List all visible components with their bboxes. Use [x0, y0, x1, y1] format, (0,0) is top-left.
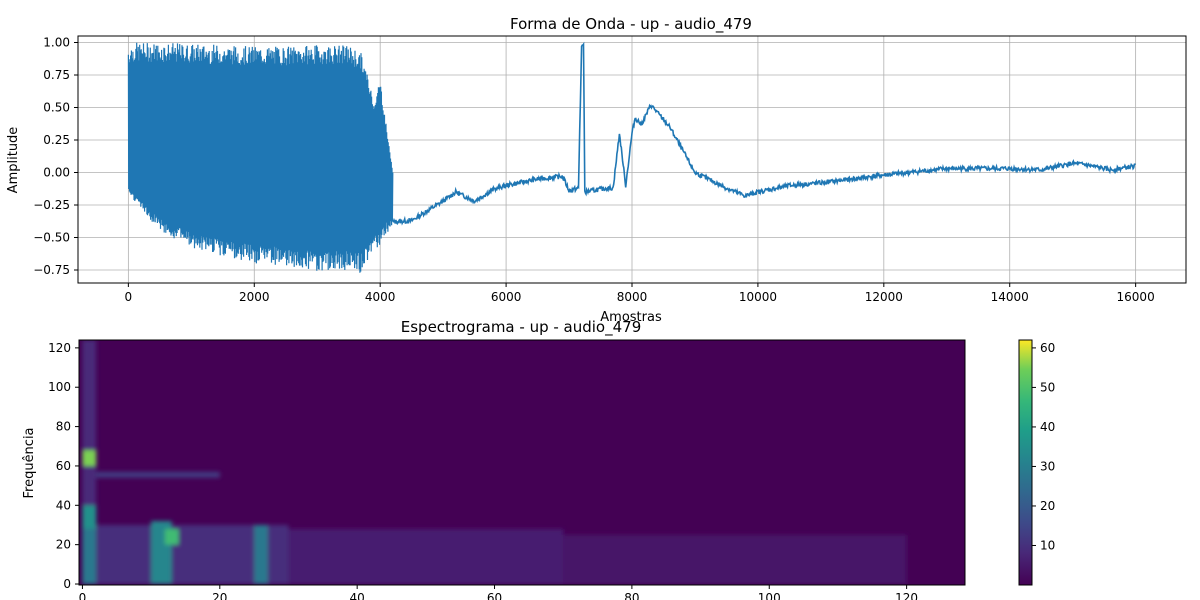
waveform-x-tick-label: 14000	[991, 290, 1029, 304]
colorbar-tick-label: 50	[1040, 380, 1055, 394]
spectrogram-band	[288, 528, 564, 585]
spectrogram-x-tick-label: 80	[624, 591, 639, 600]
spectrogram-panel: Espectrograma - up - audio_479 0	[22, 318, 1055, 600]
colorbar-tick-label: 10	[1040, 538, 1055, 552]
waveform-x-tick-label: 16000	[1117, 290, 1155, 304]
waveform-y-tick-label: −0.25	[33, 198, 70, 212]
spectrogram-x-tick-label: 60	[487, 591, 502, 600]
waveform-x-ticks: 0 2000 4000 6000 8000 10000 12000 14000 16000	[125, 283, 1155, 304]
spectrogram-energy	[82, 340, 907, 585]
spectrogram-y-ticks: 0 20 40 60 80 100 120	[48, 341, 79, 591]
spectrogram-x-tick-label: 120	[895, 591, 918, 600]
spectrogram-title: Espectrograma - up - audio_479	[401, 318, 642, 337]
colorbar-tick-label: 60	[1040, 341, 1055, 355]
waveform-y-tick-label: 0.50	[43, 101, 70, 115]
spectrogram-y-tick-label: 40	[56, 498, 71, 512]
spectrogram-band	[96, 471, 220, 478]
spectrogram-band	[82, 528, 97, 585]
waveform-x-tick-label: 6000	[491, 290, 522, 304]
spectrogram-y-tick-label: 60	[56, 459, 71, 473]
spectrogram-y-tick-label: 80	[56, 420, 71, 434]
waveform-y-tick-label: −0.50	[33, 231, 70, 245]
waveform-y-label: Amplitude	[6, 127, 21, 194]
colorbar-tick-label: 30	[1040, 459, 1055, 473]
waveform-x-tick-label: 0	[125, 290, 133, 304]
waveform-y-tick-label: 0.00	[43, 166, 70, 180]
waveform-y-tick-label: −0.75	[33, 263, 70, 277]
colorbar	[1018, 339, 1033, 586]
colorbar-ticks: 10 20 30 40 50 60	[1032, 341, 1055, 552]
waveform-x-label: Amostras	[600, 310, 662, 325]
waveform-y-ticks: −0.75 −0.50 −0.25 0.00 0.25 0.50 0.75 1.00	[33, 36, 78, 277]
waveform-title: Forma de Onda - up - audio_479	[510, 15, 752, 34]
spectrogram-band	[82, 505, 97, 529]
waveform-x-tick-label: 4000	[365, 290, 396, 304]
spectrogram-band	[164, 528, 179, 545]
spectrogram-y-tick-label: 120	[48, 341, 71, 355]
spectrogram-x-tick-label: 0	[79, 591, 87, 600]
spectrogram-x-tick-label: 100	[758, 591, 781, 600]
spectrogram-axes-frame	[78, 339, 966, 586]
waveform-panel: Forma de Onda - up - audio_479 0 2000 4000…	[6, 15, 1187, 325]
spectrogram-band	[254, 524, 268, 585]
spectrogram-y-label: Frequência	[22, 427, 37, 498]
spectrogram-x-tick-label: 20	[212, 591, 227, 600]
waveform-y-tick-label: 0.75	[43, 68, 70, 82]
waveform-y-tick-label: 1.00	[43, 36, 70, 50]
waveform-plot-area	[127, 41, 1136, 273]
spectrogram-x-ticks: 0 20 40 60 80 100 120	[79, 585, 918, 600]
spectrogram-y-tick-label: 100	[48, 380, 71, 394]
colorbar-tick-label: 20	[1040, 499, 1055, 513]
waveform-y-tick-label: 0.25	[43, 133, 70, 147]
waveform-x-tick-label: 2000	[239, 290, 270, 304]
spectrogram-x-tick-label: 40	[350, 591, 365, 600]
spectrogram-y-tick-label: 0	[63, 577, 71, 591]
waveform-dense-segment	[127, 42, 394, 273]
waveform-x-tick-label: 12000	[865, 290, 903, 304]
spectrogram-band	[82, 450, 97, 466]
spectrogram-y-tick-label: 20	[56, 538, 71, 552]
waveform-x-tick-label: 8000	[617, 290, 648, 304]
spectrogram-band	[563, 534, 907, 585]
waveform-line	[392, 41, 1136, 226]
waveform-x-tick-label: 10000	[739, 290, 777, 304]
colorbar-tick-label: 40	[1040, 420, 1055, 434]
